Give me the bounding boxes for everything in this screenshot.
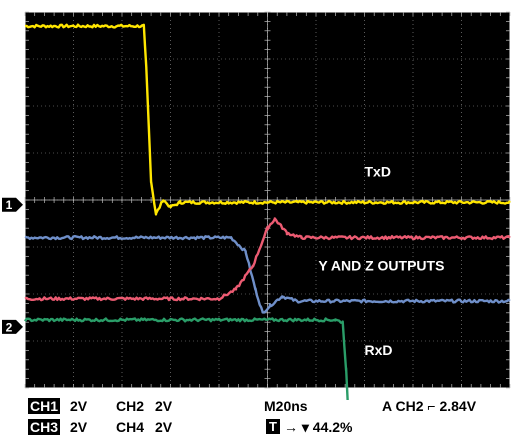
traces: [24, 23, 511, 400]
channel-marker-label: 1: [6, 198, 13, 212]
trigger-position-icon: T: [266, 419, 280, 434]
trace-ch2: [24, 235, 511, 314]
ch2-label: CH2: [116, 398, 145, 414]
channel-marker-shape: [2, 319, 23, 334]
channel-marker-shape: [2, 197, 23, 212]
annotation-txd: TxD: [365, 164, 391, 180]
ch4-label: CH4: [116, 419, 145, 435]
channel-markers: 124: [2, 197, 23, 334]
channel-marker-label: 2: [6, 320, 13, 334]
trace-annotations: TxD Y AND Z OUTPUTS RxD: [318, 164, 444, 359]
annotation-y-and-z-outputs: Y AND Z OUTPUTS: [318, 258, 444, 274]
channel-marker-2: 2: [2, 319, 23, 334]
ch3-scale: 2V: [70, 419, 88, 435]
ch1-scale: 2V: [70, 398, 88, 414]
timebase: M20ns: [264, 398, 308, 414]
channel-marker-1: 1: [2, 197, 23, 212]
trigger-position: → ▾ 44.2%: [284, 419, 353, 435]
trace-ch3: [24, 217, 511, 302]
ch2-scale: 2V: [155, 398, 173, 414]
ch3-label: CH3: [28, 419, 61, 435]
trace-ch4: [24, 317, 349, 400]
annotation-rxd: RxD: [365, 342, 393, 358]
ch4-scale: 2V: [155, 419, 173, 435]
trace-ch1: [24, 23, 511, 216]
ch1-label: CH1: [28, 398, 61, 414]
trigger-setting: A CH2 ⌐ 2.84V: [382, 398, 477, 414]
graticule: [24, 11, 511, 389]
